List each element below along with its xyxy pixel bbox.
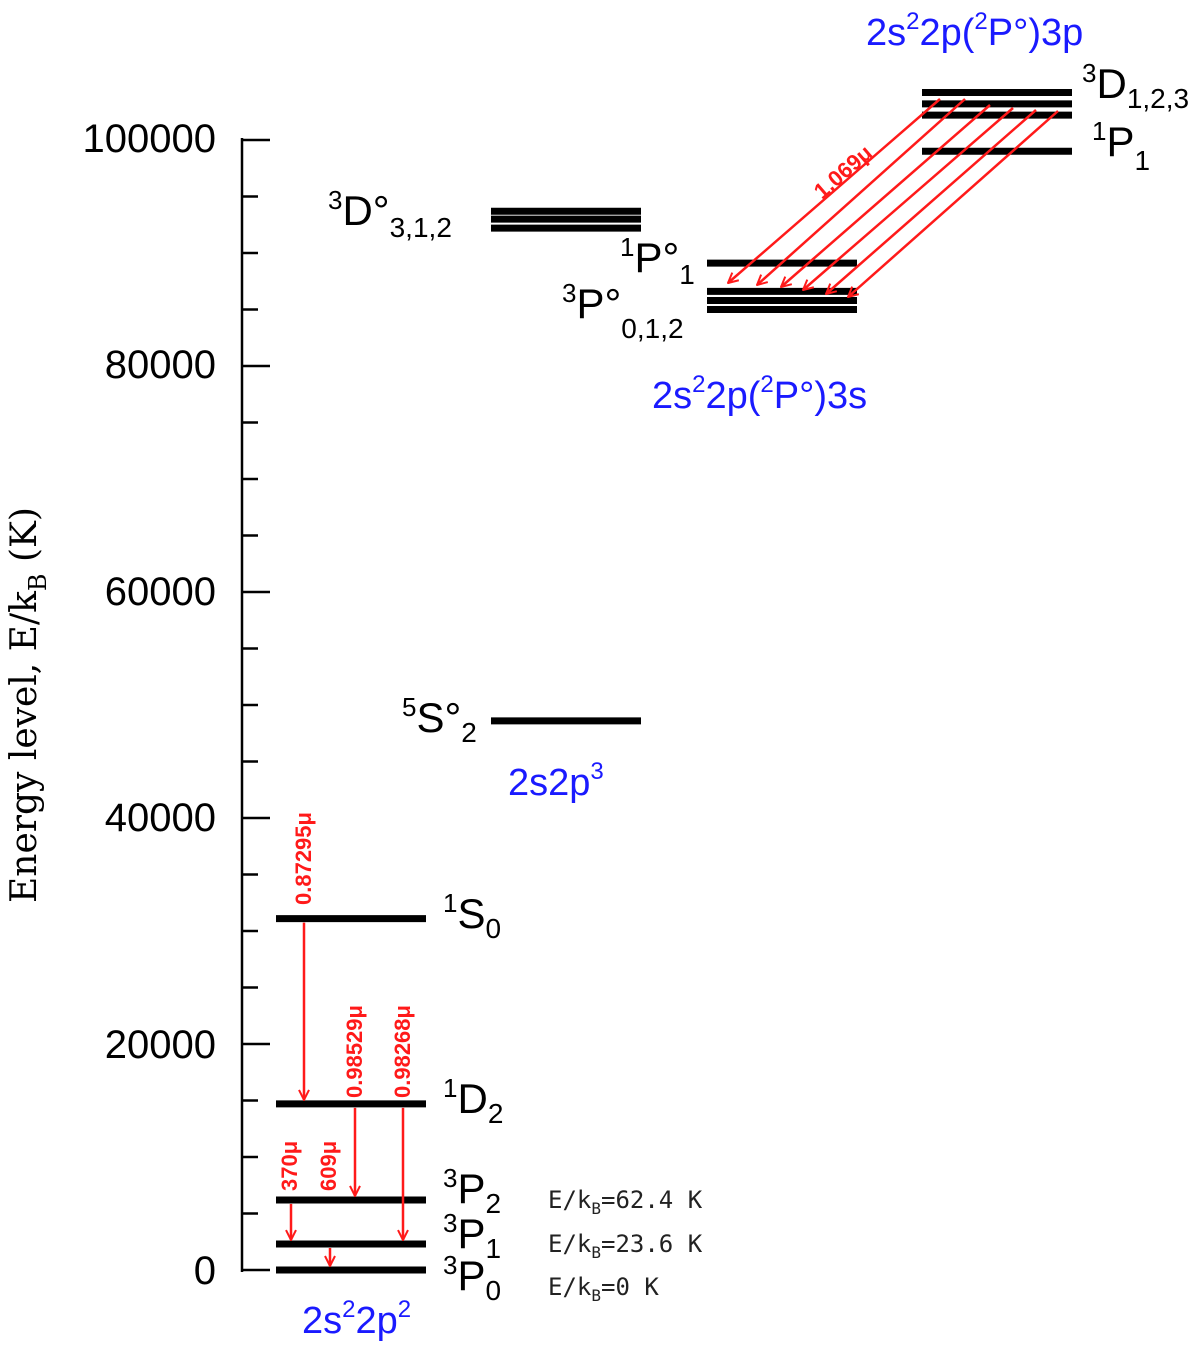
tick-label-20000: 20000 — [105, 1023, 216, 1067]
label-370: 370μ — [277, 1141, 302, 1191]
config-2s2p3: 2s2p3 — [508, 758, 604, 804]
term-3P0: 3P0 — [443, 1250, 501, 1306]
term-3P2: 3P2 — [443, 1163, 501, 1219]
energy-levels — [276, 89, 1072, 1274]
label-0.98268: 0.98268μ — [390, 1005, 415, 1098]
note-3P1: E/kB=23.6 K — [548, 1230, 703, 1262]
label-609: 609μ — [316, 1141, 341, 1191]
note-3P0: E/kB=0 K — [548, 1273, 659, 1305]
transitions — [291, 98, 1059, 1266]
note-3P2: E/kB=62.4 K — [548, 1186, 703, 1218]
tick-label-60000: 60000 — [105, 570, 216, 614]
y-axis-tick-labels: 0 20000 40000 60000 80000 100000 — [83, 117, 216, 1293]
tick-label-100000: 100000 — [83, 117, 216, 161]
y-axis: 0 20000 40000 60000 80000 100000 Energy … — [4, 117, 270, 1293]
arrow-3p-3s-3 — [781, 104, 991, 287]
label-0.98529: 0.98529μ — [342, 1005, 367, 1098]
arrow-3p-3s-1 — [728, 98, 941, 283]
arrow-3p-3s-6 — [848, 110, 1059, 297]
term-3P-odd: 3P°0,1,2 — [562, 278, 684, 344]
term-5S2: 5S°2 — [402, 692, 477, 748]
y-axis-title: Energy level, E/kB (K) — [4, 507, 52, 903]
y-axis-ticks — [242, 138, 270, 1272]
tick-label-80000: 80000 — [105, 343, 216, 387]
energy-notes: E/kB=62.4 K E/kB=23.6 K E/kB=0 K — [548, 1186, 703, 1305]
term-labels: 3P0 3P1 3P2 1D2 1S0 5S°2 3D°3,1,2 1P°1 3… — [328, 58, 1189, 1306]
term-1P1-odd: 1P°1 — [620, 232, 695, 290]
config-3s: 2s22p(2P°)3s — [652, 371, 867, 417]
config-ground: 2s22p2 — [302, 1296, 411, 1342]
tick-label-40000: 40000 — [105, 796, 216, 840]
label-0.87295: 0.87295μ — [291, 812, 316, 905]
term-1P1-even: 1P1 — [1092, 116, 1150, 176]
arrow-3p-3s-5 — [826, 109, 1037, 294]
term-3D-odd: 3D°3,1,2 — [328, 185, 452, 243]
config-3p: 2s22p(2P°)3p — [866, 8, 1083, 54]
term-3P1: 3P1 — [443, 1208, 501, 1264]
term-1D2: 1D2 — [443, 1073, 503, 1129]
tick-label-0: 0 — [194, 1249, 216, 1293]
label-1.069: 1.069μ — [809, 140, 877, 204]
term-1S0: 1S0 — [443, 888, 501, 944]
arrow-3p-3s-2 — [757, 98, 966, 285]
configuration-labels: 2s22p2 2s2p3 2s22p(2P°)3s 2s22p(2P°)3p — [302, 8, 1083, 1342]
term-3D-even: 3D1,2,3 — [1082, 58, 1189, 114]
arrow-3p-3s-4 — [803, 107, 1014, 290]
